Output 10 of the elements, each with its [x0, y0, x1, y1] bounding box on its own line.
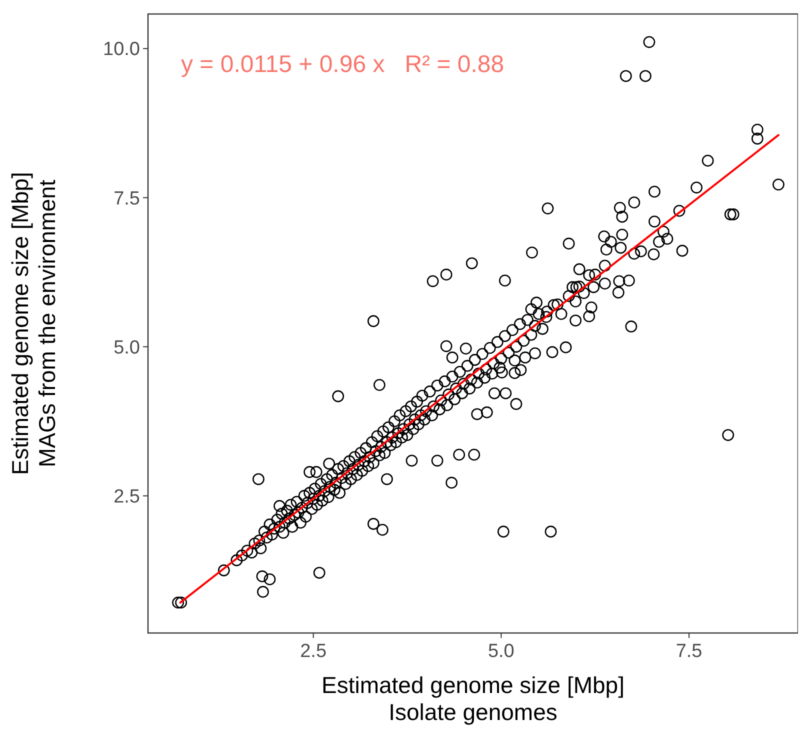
annotation: y = 0.0115 + 0.96 x R² = 0.88	[181, 51, 504, 78]
x-tick-label: 7.5	[676, 641, 702, 662]
y-tick-label: 5.0	[114, 337, 140, 358]
y-axis-title: Estimated genome size [Mbp] MAGs from the environment	[7, 172, 60, 475]
x-tick-label: 2.5	[300, 641, 327, 662]
y-tick-label: 10.0	[103, 39, 140, 60]
x-axis-title: Estimated genome size [Mbp] Isolate genomes	[322, 672, 624, 725]
x-tick-label: 5.0	[488, 641, 514, 662]
y-tick-label: 2.5	[114, 486, 140, 508]
y-tick-label: 7.5	[114, 188, 140, 210]
